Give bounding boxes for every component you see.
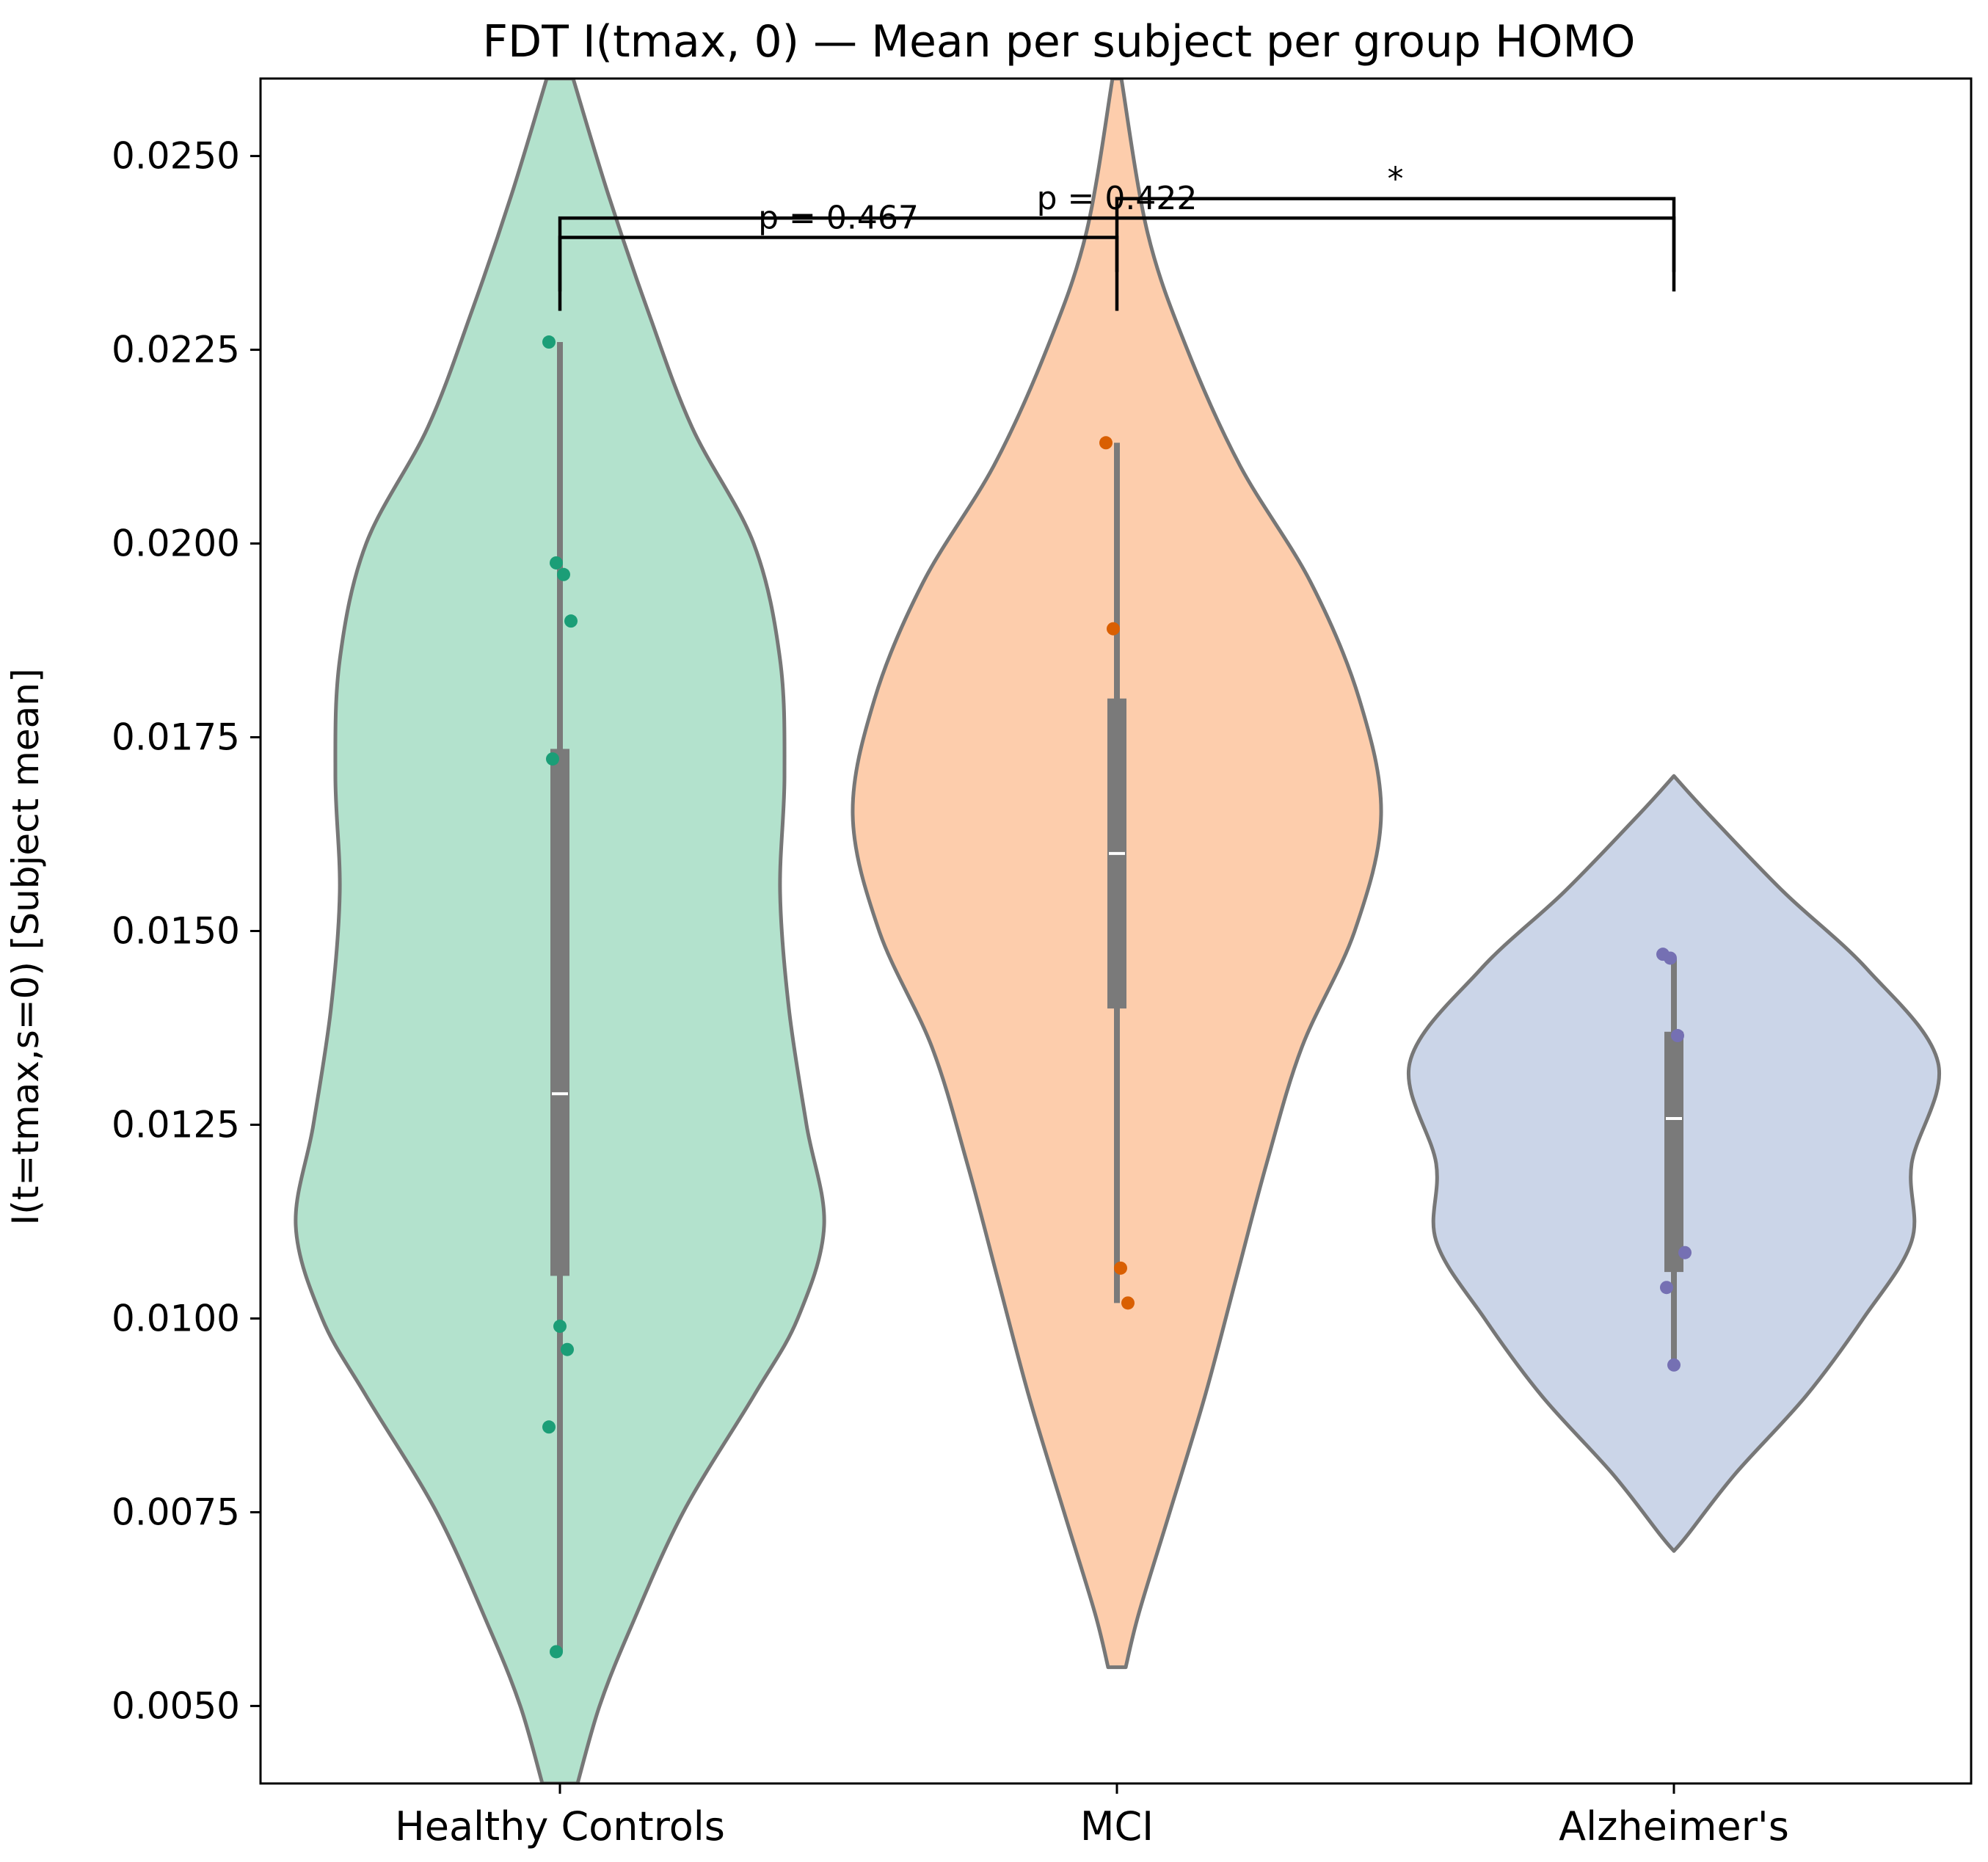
data-point (1107, 622, 1120, 636)
data-point (1121, 1296, 1135, 1310)
data-point (1667, 1358, 1681, 1372)
y-tick-label: 0.0225 (112, 329, 240, 371)
data-point (1664, 951, 1677, 965)
clipped-content (294, 79, 1941, 1783)
y-tick-label: 0.0125 (112, 1103, 240, 1146)
iqr-box (550, 749, 569, 1276)
data-point (1678, 1245, 1692, 1259)
y-tick-label: 0.0100 (112, 1297, 240, 1339)
data-point (550, 1645, 563, 1659)
significance-label: * (1388, 161, 1404, 198)
data-point (546, 752, 559, 766)
y-axis-label: I(t=tmax,s=0) [Subject mean] (4, 669, 47, 1226)
y-tick-label: 0.0050 (112, 1684, 240, 1727)
y-tick-label: 0.0150 (112, 910, 240, 953)
significance-bracket (1115, 197, 1676, 272)
chart-title: FDT I(tmax, 0) — Mean per subject per gr… (483, 16, 1636, 68)
data-point (561, 1342, 574, 1356)
y-tick-label: 0.0175 (112, 716, 240, 759)
data-point (564, 614, 578, 628)
data-point (557, 567, 570, 581)
y-tick-label: 0.0200 (112, 523, 240, 565)
data-point (553, 1320, 567, 1334)
x-tick-label: Alzheimer's (1559, 1803, 1789, 1850)
data-point (1114, 1261, 1127, 1275)
x-tick-label: Healthy Controls (395, 1803, 725, 1850)
data-point (1660, 1281, 1673, 1295)
data-point (542, 335, 556, 349)
data-point (1099, 436, 1113, 450)
iqr-box (1664, 1031, 1683, 1273)
data-point (542, 1420, 556, 1434)
x-tick-label: MCI (1080, 1803, 1154, 1850)
y-tick-label: 0.0075 (112, 1491, 240, 1533)
data-point (550, 556, 563, 570)
y-tick-label: 0.0250 (112, 135, 240, 178)
data-point (1671, 1029, 1684, 1043)
